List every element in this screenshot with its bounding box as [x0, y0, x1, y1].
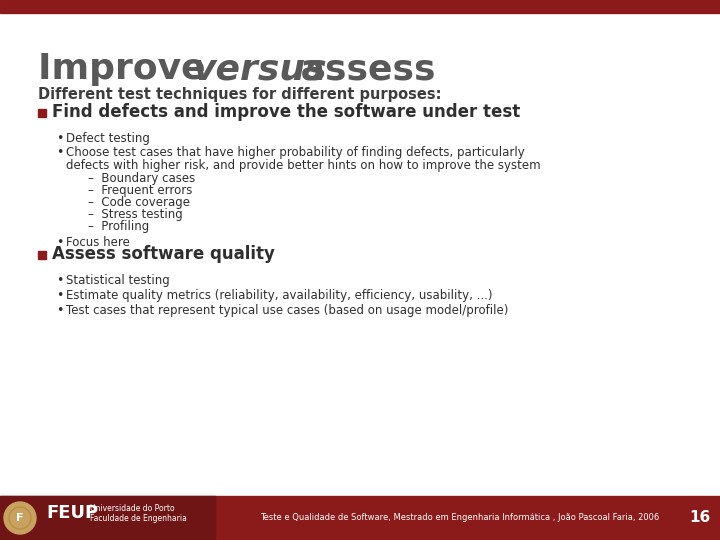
Text: Statistical testing: Statistical testing	[66, 274, 170, 287]
Bar	[0, 496, 215, 540]
Text: Find defects and improve the software under test: Find defects and improve the software un…	[52, 103, 521, 121]
Text: Improve: Improve	[38, 52, 218, 86]
Text: –  Frequent errors: – Frequent errors	[88, 184, 192, 197]
Bar	[0, 496, 720, 540]
Text: –  Stress testing: – Stress testing	[88, 208, 183, 221]
Text: Focus here: Focus here	[66, 236, 130, 249]
Text: Estimate quality metrics (reliability, availability, efficiency, usability, ...): Estimate quality metrics (reliability, a…	[66, 289, 492, 302]
Bar	[0, 0, 720, 13]
Text: •: •	[56, 304, 63, 317]
Text: FEUP: FEUP	[46, 504, 98, 522]
Text: –  Code coverage: – Code coverage	[88, 196, 190, 209]
Text: –  Profiling: – Profiling	[88, 220, 149, 233]
Text: –  Boundary cases: – Boundary cases	[88, 172, 195, 185]
Text: Universidade do Porto: Universidade do Porto	[90, 504, 175, 513]
Text: versus: versus	[193, 52, 328, 86]
Text: •: •	[56, 274, 63, 287]
Circle shape	[4, 502, 36, 534]
Text: 16: 16	[689, 510, 711, 525]
Text: Assess software quality: Assess software quality	[52, 245, 275, 263]
Text: •: •	[56, 146, 63, 159]
Text: •: •	[56, 132, 63, 145]
Text: defects with higher risk, and provide better hints on how to improve the system: defects with higher risk, and provide be…	[66, 159, 541, 172]
Text: Different test techniques for different purposes:: Different test techniques for different …	[38, 87, 441, 102]
Text: Test cases that represent typical use cases (based on usage model/profile): Test cases that represent typical use ca…	[66, 304, 508, 317]
Bar	[38, 251, 46, 259]
Bar	[38, 109, 46, 117]
Text: Faculdade de Engenharia: Faculdade de Engenharia	[90, 514, 187, 523]
Text: •: •	[56, 236, 63, 249]
Text: Choose test cases that have higher probability of finding defects, particularly: Choose test cases that have higher proba…	[66, 146, 525, 159]
Text: F: F	[17, 513, 24, 523]
Text: Defect testing: Defect testing	[66, 132, 150, 145]
Text: assess: assess	[288, 52, 436, 86]
Text: Teste e Qualidade de Software, Mestrado em Engenharia Informática , João Pascoal: Teste e Qualidade de Software, Mestrado …	[261, 514, 660, 523]
Text: •: •	[56, 289, 63, 302]
